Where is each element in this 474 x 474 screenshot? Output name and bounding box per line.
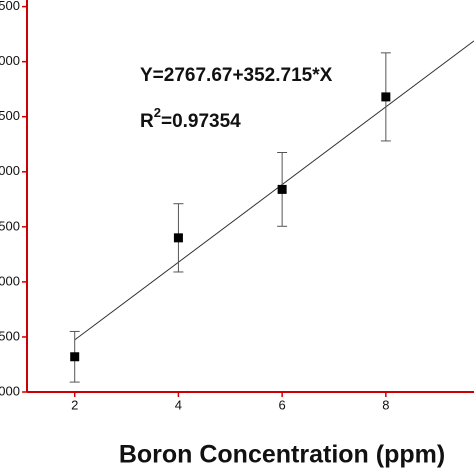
fit-line bbox=[74, 40, 474, 341]
y-tick-label: 3000 bbox=[0, 383, 20, 398]
x-tick-label: 8 bbox=[382, 397, 389, 412]
x-tick-label: 2 bbox=[71, 397, 78, 412]
point bbox=[381, 92, 391, 102]
r2-sup: 2 bbox=[154, 105, 161, 120]
r2-label: R2=0.97354 bbox=[140, 105, 241, 132]
r2-base: R bbox=[140, 111, 154, 132]
point bbox=[277, 184, 287, 194]
x-axis-label: Boron Concentration (ppm) bbox=[119, 441, 445, 469]
equation: Y=2767.67+352.715*X bbox=[140, 65, 333, 86]
x-tick-label: 6 bbox=[279, 397, 286, 412]
point bbox=[173, 233, 183, 243]
y-tick-label: 6000 bbox=[0, 53, 20, 68]
y-tick-label: 4500 bbox=[0, 218, 20, 233]
point bbox=[70, 352, 80, 362]
r2-value: =0.97354 bbox=[161, 111, 241, 132]
y-tick-label: 3500 bbox=[0, 328, 20, 343]
y-tick-label: 6500 bbox=[0, 0, 20, 13]
y-tick-label: 5500 bbox=[0, 108, 20, 123]
x-tick-label: 4 bbox=[175, 397, 182, 412]
